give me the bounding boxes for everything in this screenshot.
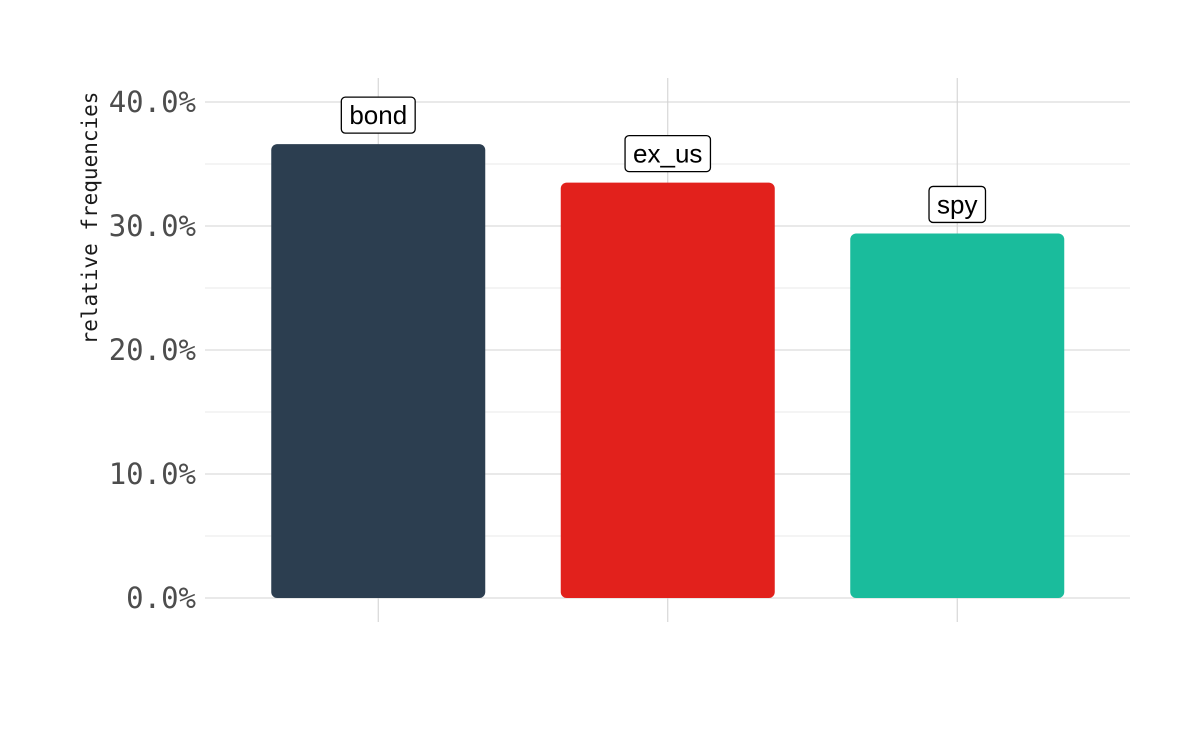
y-tick-label: 10.0% — [109, 457, 196, 491]
bars — [271, 144, 1065, 598]
y-tick-label: 0.0% — [126, 581, 196, 615]
y-tick-label: 20.0% — [109, 333, 196, 367]
y-axis-title: relative frequencies — [78, 92, 102, 345]
bar-bond — [271, 144, 486, 598]
data-label-box — [624, 134, 712, 173]
data-label-text: bond — [349, 100, 407, 130]
y-tick-label: 30.0% — [109, 209, 196, 243]
data-label-text: ex_us — [633, 139, 702, 169]
bar-spy — [850, 233, 1065, 598]
data-label-bond: bond — [340, 96, 416, 134]
data-label-box — [340, 96, 416, 134]
y-tick-label: 40.0% — [109, 85, 196, 119]
data-label-ex_us: ex_us — [624, 134, 712, 173]
y-axis-ticks: 0.0% 10.0% 20.0% 30.0% 40.0% — [109, 85, 196, 615]
data-label-box — [928, 185, 987, 224]
bar-ex_us — [560, 182, 775, 598]
data-label-text: spy — [937, 189, 977, 219]
data-label-spy: spy — [928, 185, 987, 224]
